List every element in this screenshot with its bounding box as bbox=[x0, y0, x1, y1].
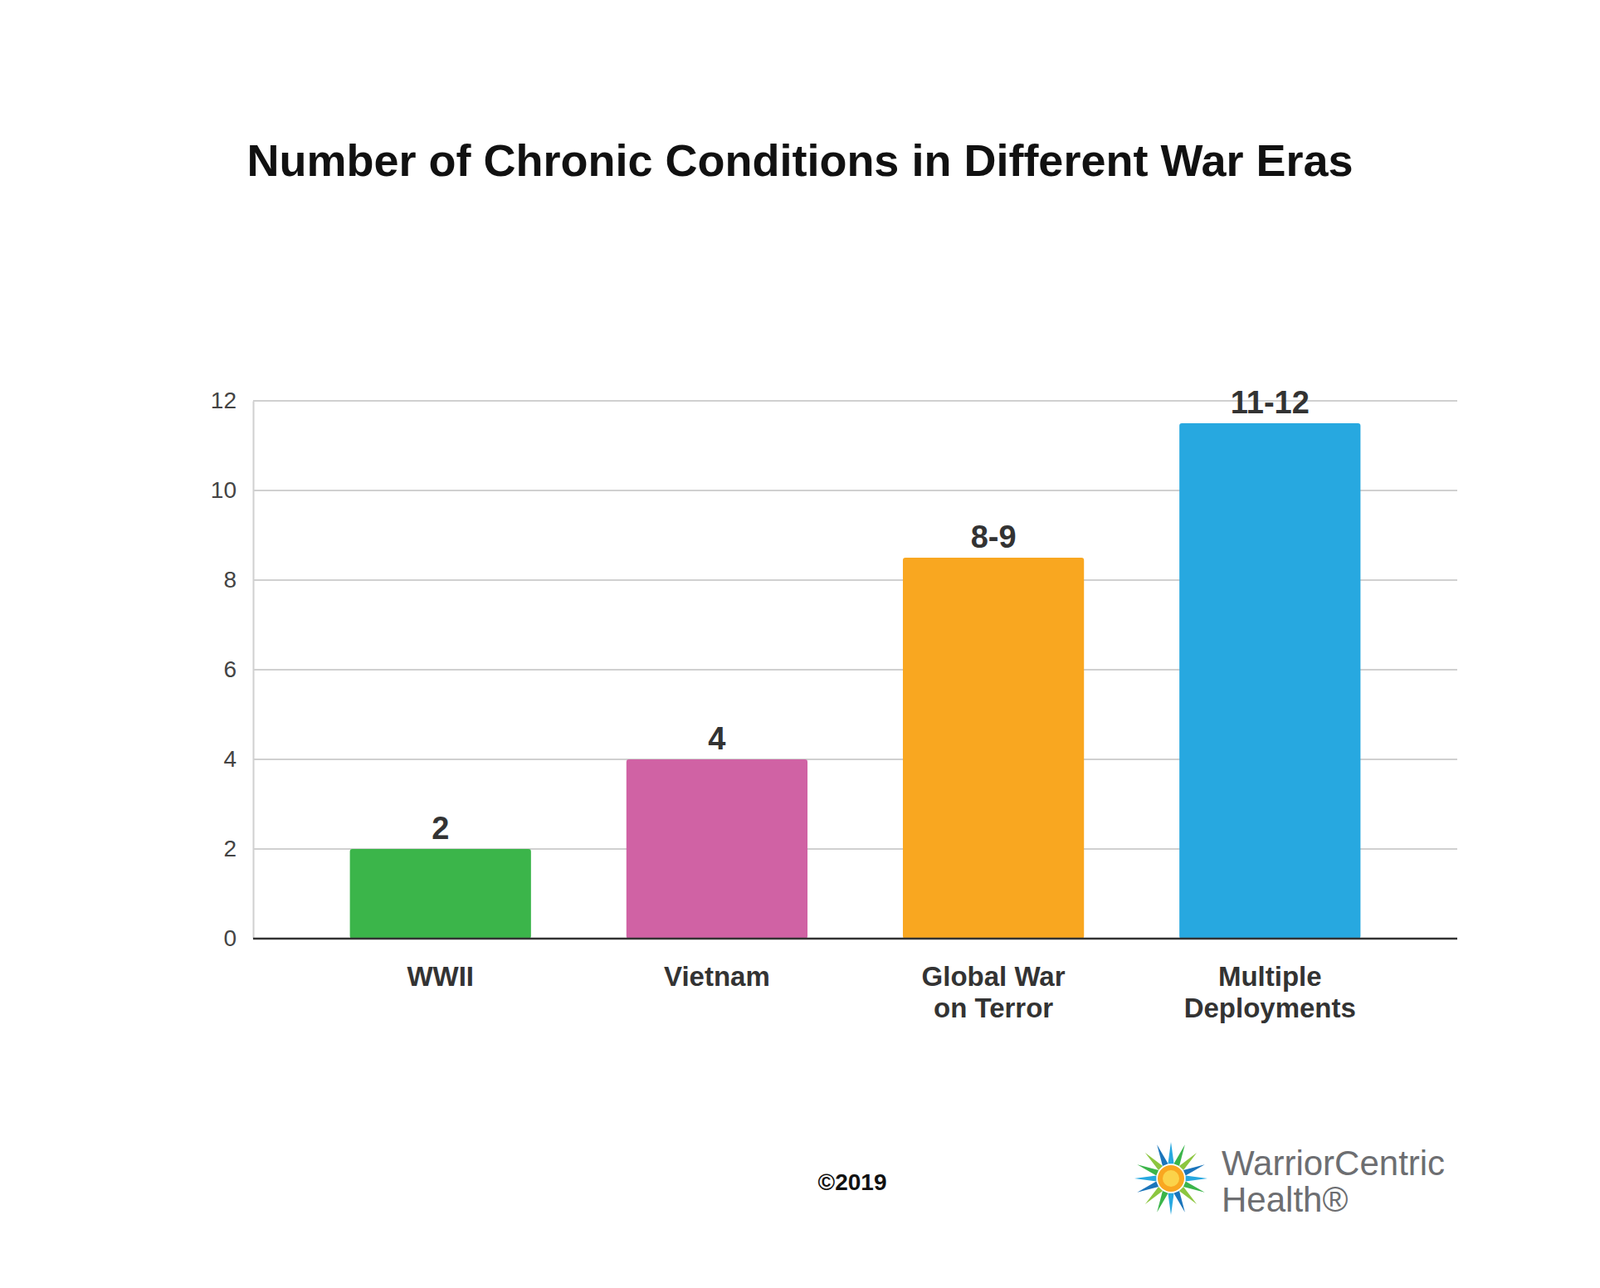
logo-text: Health® bbox=[1221, 1180, 1348, 1220]
logo-sun bbox=[1157, 1165, 1185, 1192]
bar bbox=[902, 557, 1084, 939]
y-tick-label: 2 bbox=[223, 835, 237, 862]
data-label: 8-9 bbox=[970, 519, 1017, 555]
x-tick-label-line: WWII bbox=[406, 960, 474, 992]
data-labels: 2 4 8-9 11-12 bbox=[431, 385, 1310, 846]
bar bbox=[1179, 423, 1361, 939]
y-axis-line bbox=[253, 401, 255, 940]
y-tick: 8 bbox=[223, 566, 254, 593]
y-tick: 12 bbox=[210, 387, 254, 414]
x-tick-label-line: Multiple bbox=[1218, 960, 1322, 992]
logo-spoke bbox=[1136, 1180, 1159, 1192]
y-tick: 4 bbox=[223, 746, 254, 772]
x-tick-label-line: Deployments bbox=[1184, 992, 1357, 1024]
bars bbox=[350, 423, 1361, 939]
logo-spoke bbox=[1167, 1141, 1174, 1164]
x-tick-label-line: Global War bbox=[921, 960, 1066, 992]
data-label: 2 bbox=[431, 810, 449, 846]
y-tick: 2 bbox=[223, 835, 254, 862]
y-tick-label: 4 bbox=[223, 746, 237, 772]
y-tick-label: 10 bbox=[210, 477, 237, 503]
logo-icon bbox=[1134, 1141, 1208, 1215]
data-label: 11-12 bbox=[1230, 385, 1310, 420]
x-tick-label: Vietnam bbox=[663, 960, 771, 992]
y-tick: 6 bbox=[223, 656, 254, 683]
data-label: 4 bbox=[707, 721, 726, 757]
y-tick-label: 0 bbox=[223, 925, 237, 952]
title: Number of Chronic Conditions in Differen… bbox=[246, 135, 1353, 186]
x-tick-label: MultipleDeployments bbox=[1184, 960, 1357, 1024]
logo-spoke bbox=[1185, 1175, 1208, 1181]
y-axis: 0 2 4 6 8 10 12 bbox=[210, 387, 254, 952]
logo-sun-center bbox=[1162, 1170, 1180, 1187]
y-tick: 0 bbox=[223, 925, 254, 952]
y-tick-label: 6 bbox=[223, 656, 237, 683]
logo-spoke bbox=[1156, 1190, 1168, 1213]
grid bbox=[253, 400, 1458, 939]
copyright: ©2019 bbox=[818, 1169, 888, 1196]
bar bbox=[350, 848, 532, 939]
chart: Number of Chronic Conditions in Differen… bbox=[0, 0, 1600, 1288]
logo-spoke bbox=[1134, 1175, 1157, 1181]
y-tick: 10 bbox=[210, 477, 254, 503]
background bbox=[0, 0, 1600, 1288]
logo-spoke bbox=[1183, 1180, 1205, 1192]
x-tick-label: WWII bbox=[406, 960, 474, 992]
logo-spoke bbox=[1136, 1164, 1159, 1176]
x-tick-label: Global Waron Terror bbox=[921, 960, 1066, 1024]
bar bbox=[626, 759, 808, 939]
logo-spoke bbox=[1156, 1144, 1168, 1166]
logo-text: WarriorCentric bbox=[1221, 1143, 1445, 1183]
logo-spoke bbox=[1173, 1144, 1185, 1166]
logo-spoke bbox=[1167, 1193, 1174, 1215]
x-axis: WWII Vietnam Global Waron Terror MultipleDe… bbox=[406, 960, 1356, 1024]
baseline bbox=[253, 937, 1458, 941]
y-tick-label: 8 bbox=[223, 566, 237, 593]
grid-line bbox=[253, 937, 1458, 940]
logo-spoke bbox=[1173, 1190, 1185, 1213]
x-tick-label-line: on Terror bbox=[933, 992, 1054, 1024]
logo-spoke bbox=[1183, 1164, 1205, 1176]
x-tick-label-line: Vietnam bbox=[663, 960, 771, 992]
y-tick-label: 12 bbox=[210, 387, 237, 414]
